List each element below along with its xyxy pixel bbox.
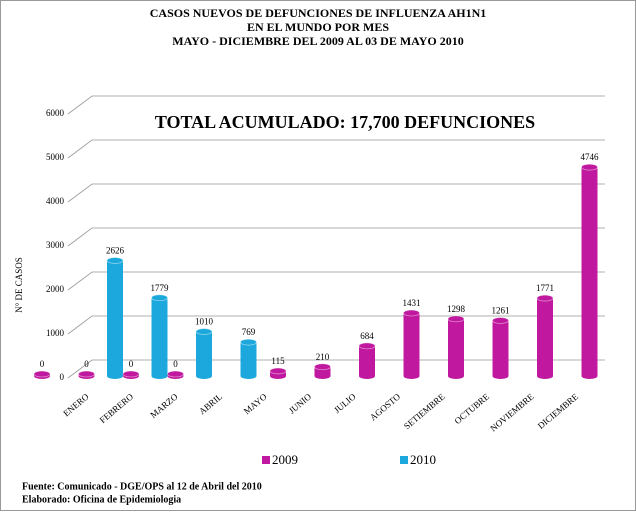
bar	[195, 328, 213, 379]
chart-title: EN EL MUNDO POR MES	[247, 20, 389, 34]
bar	[151, 294, 168, 379]
y-tick-label: 6000	[46, 108, 65, 118]
bar-top	[581, 163, 598, 171]
bar	[167, 370, 184, 379]
data-label: 0	[173, 359, 178, 369]
bar-body	[537, 298, 553, 376]
bar	[536, 294, 554, 379]
bar	[106, 257, 124, 379]
footnote: Fuente: Comunicado - DGE/OPS al 12 de Ab…	[22, 481, 262, 492]
y-tick-label: 1000	[46, 328, 65, 338]
bar	[33, 370, 51, 379]
y-tick-label: 0	[60, 372, 65, 382]
bar-top	[106, 257, 124, 264]
bar	[403, 309, 420, 379]
data-label: 115	[271, 356, 285, 366]
bar-body	[240, 342, 257, 376]
bar	[78, 370, 95, 379]
bar-top	[536, 294, 554, 302]
annotation: TOTAL ACUMULADO: 17,700 DEFUNCIONES	[155, 112, 535, 132]
bar-body	[581, 167, 598, 376]
grid-line	[67, 359, 605, 379]
bar-body	[314, 366, 331, 376]
data-label: 1010	[195, 317, 214, 327]
grid-line	[67, 227, 605, 247]
bar-top	[151, 294, 168, 302]
bar	[581, 163, 598, 379]
bar-body	[403, 313, 420, 376]
y-tick-label: 3000	[46, 240, 65, 250]
data-label: 2626	[106, 246, 125, 256]
y-axis-label: N° DE CASOS	[14, 257, 24, 313]
data-label: 0	[40, 359, 45, 369]
chart-title: MAYO - DICIEMBRE DEL 2009 AL 03 DE MAYO …	[172, 34, 463, 48]
data-label: 1298	[447, 304, 466, 314]
bar	[269, 367, 287, 379]
bar-top	[240, 338, 257, 346]
bar-top	[358, 342, 376, 350]
bar-top	[78, 370, 95, 378]
bar	[240, 338, 257, 379]
bar	[314, 363, 331, 379]
data-label: 1431	[403, 298, 421, 308]
bar-body	[151, 297, 168, 376]
data-label: 210	[316, 352, 330, 362]
y-tick-label: 5000	[46, 152, 65, 162]
data-label: 1779	[151, 283, 170, 293]
bar-top	[314, 363, 331, 371]
bar-top	[195, 328, 213, 335]
bar	[358, 342, 376, 379]
data-label: 4746	[581, 152, 600, 162]
legend-label: 2010	[410, 452, 436, 467]
bar-top	[492, 317, 509, 324]
data-label: 684	[360, 331, 374, 341]
bar	[447, 315, 465, 379]
legend-swatch	[262, 456, 270, 464]
bar-body	[448, 318, 464, 376]
bar	[122, 370, 140, 379]
legend-label: 2009	[272, 452, 298, 467]
bar-top	[269, 367, 287, 375]
bar-top	[447, 315, 465, 323]
data-label: 0	[129, 359, 134, 369]
data-label: 1771	[536, 283, 554, 293]
legend-swatch	[400, 456, 408, 464]
data-label: 1261	[492, 306, 510, 316]
bar	[492, 317, 509, 379]
grid-line	[67, 183, 605, 203]
grid-line	[67, 95, 605, 115]
bar-top	[122, 370, 140, 378]
data-label: 0	[84, 359, 89, 369]
bar-body	[359, 345, 375, 376]
grid-line	[67, 315, 605, 335]
y-tick-label: 2000	[46, 284, 65, 294]
y-tick-label: 4000	[46, 196, 65, 206]
grid-line	[67, 271, 605, 291]
bar-body	[196, 331, 212, 376]
bar-body	[107, 260, 123, 376]
bar-body	[492, 320, 509, 376]
grid-line	[67, 139, 605, 159]
data-label: 769	[242, 327, 256, 337]
bar-top	[403, 309, 420, 317]
footnote: Elaborado: Oficina de Epidemiologia	[22, 494, 181, 505]
bar-top	[167, 370, 184, 378]
chart-title: CASOS NUEVOS DE DEFUNCIONES DE INFLUENZA…	[150, 6, 487, 20]
bar-top	[33, 370, 51, 378]
